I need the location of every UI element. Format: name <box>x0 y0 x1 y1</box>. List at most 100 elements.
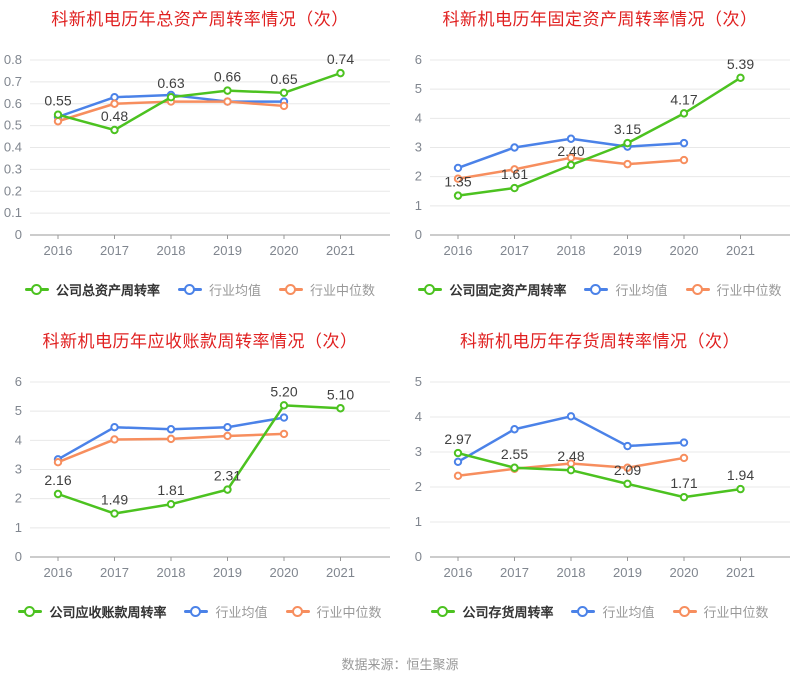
svg-text:2: 2 <box>15 491 22 506</box>
series-company <box>453 73 745 200</box>
data-labels: 0.55 0.48 0.63 0.66 0.65 0.74 <box>44 51 354 124</box>
svg-text:0.8: 0.8 <box>4 52 22 67</box>
legend-label: 公司总资产周转率 <box>55 283 160 298</box>
legend-item-industry-median: 行业中位数 <box>285 602 382 621</box>
svg-text:1.71: 1.71 <box>670 475 697 491</box>
svg-text:2021: 2021 <box>326 565 355 580</box>
svg-text:2.31: 2.31 <box>214 468 241 484</box>
gridlines: 0 1 2 3 4 5 6 <box>415 52 790 242</box>
svg-text:2021: 2021 <box>726 565 755 580</box>
mean-series-marker-icon <box>584 283 609 295</box>
legend-label: 公司存货周转率 <box>462 605 554 620</box>
svg-text:0.66: 0.66 <box>214 69 241 85</box>
svg-text:0: 0 <box>415 549 422 564</box>
svg-text:0.3: 0.3 <box>4 161 22 176</box>
chart-panel-fixed-asset-turnover: 科新机电历年固定资产周转率情况（次） 0 1 2 3 4 5 6 2016 2017 2018 20… <box>400 0 800 322</box>
company-series-marker-icon <box>431 605 456 617</box>
charts-grid: 科新机电历年总资产周转率情况（次） 0 0.1 0.2 0.3 0.4 0.5 0.6 0.7… <box>0 0 800 644</box>
svg-text:2016: 2016 <box>444 243 473 258</box>
svg-text:2.16: 2.16 <box>44 472 71 488</box>
svg-text:2.09: 2.09 <box>614 462 641 478</box>
svg-text:0: 0 <box>15 227 22 242</box>
svg-text:2017: 2017 <box>500 565 529 580</box>
svg-text:6: 6 <box>15 374 22 389</box>
legend-item-industry-median: 行业中位数 <box>685 280 782 299</box>
svg-text:0: 0 <box>15 549 22 564</box>
svg-text:2018: 2018 <box>157 565 186 580</box>
gridlines: 0 0.1 0.2 0.3 0.4 0.5 0.6 0.7 0.8 <box>4 52 390 242</box>
chart-title-total-asset: 科新机电历年总资产周转率情况（次） <box>51 10 349 29</box>
svg-text:0.2: 0.2 <box>4 183 22 198</box>
svg-text:0.5: 0.5 <box>4 118 22 133</box>
svg-text:5.20: 5.20 <box>270 383 297 399</box>
svg-text:4.17: 4.17 <box>670 91 697 107</box>
legend-item-industry-mean: 行业均值 <box>584 280 668 299</box>
svg-text:3: 3 <box>415 444 422 459</box>
svg-text:2.55: 2.55 <box>501 446 528 462</box>
mean-series-marker-icon <box>571 605 596 617</box>
svg-text:2: 2 <box>415 169 422 184</box>
median-series-marker-icon <box>279 283 303 295</box>
svg-text:2019: 2019 <box>213 243 242 258</box>
legend-item-industry-mean: 行业均值 <box>184 602 268 621</box>
x-axis: 2016 2017 2018 2019 2020 2021 <box>44 557 355 580</box>
svg-text:2020: 2020 <box>270 243 299 258</box>
median-series-marker-icon <box>672 605 697 617</box>
median-series-marker-icon <box>685 283 710 295</box>
x-axis: 2016 2017 2018 2019 2020 2021 <box>44 235 355 258</box>
legend-item-industry-median: 行业中位数 <box>279 280 375 299</box>
data-source-note: 数据来源：恒生聚源 <box>341 657 459 672</box>
svg-text:2018: 2018 <box>557 243 586 258</box>
svg-text:2017: 2017 <box>100 565 129 580</box>
svg-text:2.97: 2.97 <box>444 431 471 447</box>
legend-item-industry-median: 行业中位数 <box>672 602 769 621</box>
data-labels: 2.97 2.55 2.48 2.09 1.71 1.94 <box>444 431 754 491</box>
svg-text:2016: 2016 <box>44 565 73 580</box>
legend-item-industry-mean: 行业均值 <box>177 280 261 299</box>
svg-text:5.39: 5.39 <box>727 56 754 72</box>
legend-label: 行业均值 <box>208 283 261 298</box>
receivables-turnover-chart: 0 1 2 3 4 5 6 2016 2017 2018 2019 2020 2021 2.16 1.49 1… <box>15 374 390 580</box>
svg-text:1.94: 1.94 <box>727 467 754 483</box>
svg-text:2017: 2017 <box>100 243 129 258</box>
chart-legend: 公司存货周转率 行业均值 行业中位数 <box>400 602 800 621</box>
data-labels: 1.35 1.61 2.40 3.15 4.17 5.39 <box>444 56 754 190</box>
company-series-marker-icon <box>18 605 43 617</box>
svg-text:2020: 2020 <box>670 565 699 580</box>
svg-text:0.6: 0.6 <box>4 96 22 111</box>
svg-text:2019: 2019 <box>213 565 242 580</box>
legend-item-company: 公司存货周转率 <box>431 602 553 621</box>
svg-text:1.81: 1.81 <box>157 482 184 498</box>
chart-title-receivables: 科新机电历年应收账款周转率情况（次） <box>42 332 358 351</box>
chart-legend: 公司总资产周转率 行业均值 行业中位数 <box>0 280 400 299</box>
svg-text:0.65: 0.65 <box>270 71 297 87</box>
chart-panel-receivables-turnover: 科新机电历年应收账款周转率情况（次） 0 1 2 3 4 5 6 2016 2017 2018 20… <box>0 322 400 644</box>
gridlines: 0 1 2 3 4 5 <box>415 374 790 564</box>
svg-text:1: 1 <box>15 520 22 535</box>
svg-text:0: 0 <box>415 227 422 242</box>
svg-text:0.4: 0.4 <box>4 140 22 155</box>
legend-label: 行业中位数 <box>716 283 782 298</box>
svg-text:0.55: 0.55 <box>44 93 71 109</box>
svg-text:2018: 2018 <box>557 565 586 580</box>
fixed-asset-turnover-chart: 0 1 2 3 4 5 6 2016 2017 2018 2019 2020 2021 1.35 1.61 2… <box>415 52 790 258</box>
legend-label: 行业均值 <box>615 283 668 298</box>
median-series-marker-icon <box>285 605 310 617</box>
svg-text:5: 5 <box>415 374 422 389</box>
svg-text:0.1: 0.1 <box>4 205 22 220</box>
legend-label: 公司固定资产周转率 <box>449 283 567 298</box>
svg-text:5.10: 5.10 <box>327 386 354 402</box>
svg-text:5: 5 <box>415 81 422 96</box>
svg-text:2020: 2020 <box>270 565 299 580</box>
svg-text:2019: 2019 <box>613 565 642 580</box>
legend-item-company: 公司应收账款周转率 <box>18 602 166 621</box>
legend-label: 公司应收账款周转率 <box>49 605 167 620</box>
svg-text:2021: 2021 <box>726 243 755 258</box>
svg-text:3.15: 3.15 <box>614 121 641 137</box>
legend-label: 行业中位数 <box>316 605 382 620</box>
svg-text:2021: 2021 <box>326 243 355 258</box>
legend-label: 行业均值 <box>602 605 655 620</box>
